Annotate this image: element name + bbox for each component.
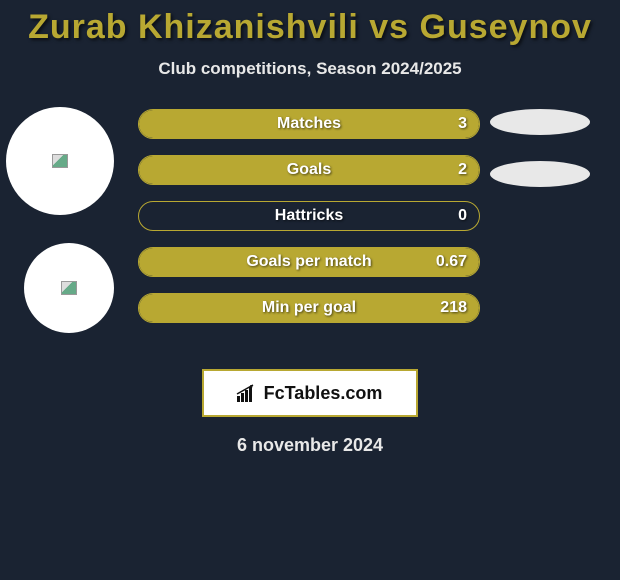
infographic-container: Zurab Khizanishvili vs Guseynov Club com… xyxy=(0,0,620,456)
stat-bar-goals: Goals 2 xyxy=(138,155,480,185)
comparison-title: Zurab Khizanishvili vs Guseynov xyxy=(0,8,620,47)
stat-bar-goals-per-match: Goals per match 0.67 xyxy=(138,247,480,277)
broken-image-icon xyxy=(61,281,77,295)
player-avatar-2 xyxy=(24,243,114,333)
season-subtitle: Club competitions, Season 2024/2025 xyxy=(0,59,620,79)
bar-label: Hattricks xyxy=(275,207,343,225)
source-logo-box: FcTables.com xyxy=(202,369,418,417)
bar-chart-icon xyxy=(236,384,258,402)
bar-value: 0.67 xyxy=(436,253,467,271)
broken-image-icon xyxy=(52,154,68,168)
generation-date: 6 november 2024 xyxy=(0,435,620,456)
comparison-oval xyxy=(490,109,590,135)
bar-value: 218 xyxy=(440,299,467,317)
bar-value: 0 xyxy=(458,207,467,225)
bar-value: 2 xyxy=(458,161,467,179)
right-ovals xyxy=(490,109,590,213)
bar-label: Min per goal xyxy=(262,299,356,317)
stat-bars: Matches 3 Goals 2 Hattricks 0 Goals per … xyxy=(138,109,480,339)
bar-label: Goals xyxy=(287,161,331,179)
comparison-oval xyxy=(490,161,590,187)
player-avatar-1 xyxy=(6,107,114,215)
main-area: Matches 3 Goals 2 Hattricks 0 Goals per … xyxy=(0,107,620,367)
bar-value: 3 xyxy=(458,115,467,133)
stat-bar-hattricks: Hattricks 0 xyxy=(138,201,480,231)
bar-label: Goals per match xyxy=(246,253,371,271)
logo-inner: FcTables.com xyxy=(204,371,416,415)
stat-bar-matches: Matches 3 xyxy=(138,109,480,139)
bar-label: Matches xyxy=(277,115,341,133)
stat-bar-min-per-goal: Min per goal 218 xyxy=(138,293,480,323)
logo-text: FcTables.com xyxy=(262,383,385,404)
